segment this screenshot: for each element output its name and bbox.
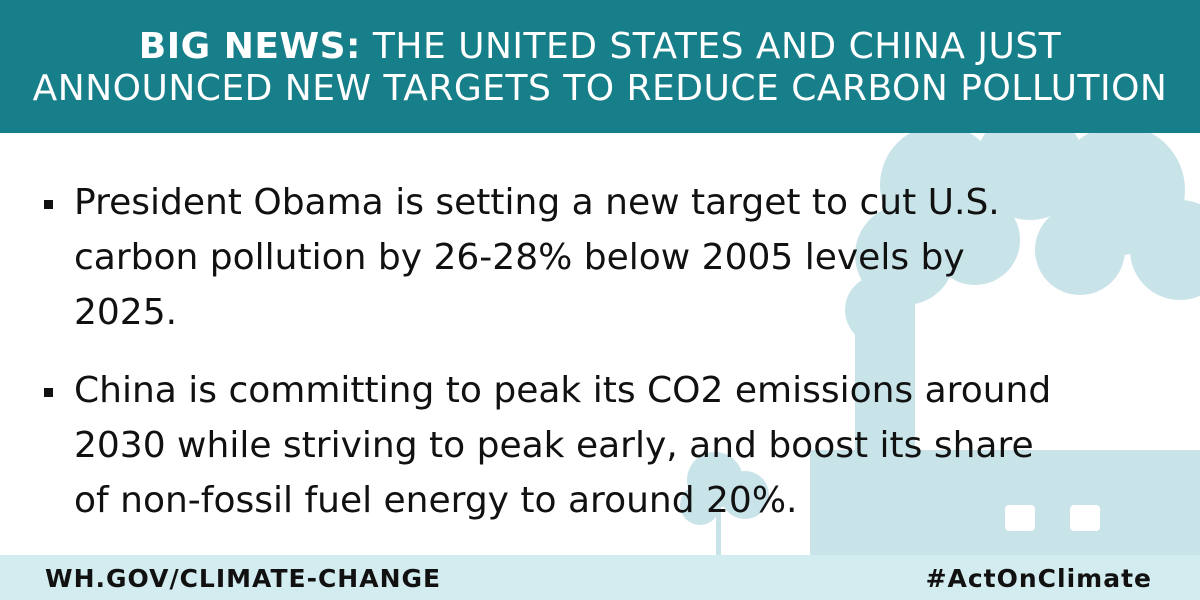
header-lead: BIG NEWS: xyxy=(138,26,361,67)
header-line: ANNOUNCED NEW TARGETS TO REDUCE CARBON P… xyxy=(32,68,1168,109)
footer: WH.GOV/CLIMATE-CHANGE #ActOnClimate xyxy=(0,555,1200,600)
footer-hashtag[interactable]: #ActOnClimate xyxy=(925,564,1152,593)
bullet-list: President Obama is setting a new target … xyxy=(44,175,1054,551)
bullet: President Obama is setting a new target … xyxy=(44,175,1054,340)
header: BIG NEWS: THE UNITED STATES AND CHINA JU… xyxy=(0,0,1200,133)
footer-url[interactable]: WH.GOV/CLIMATE-CHANGE xyxy=(45,564,442,593)
header-line: THE UNITED STATES AND CHINA JUST xyxy=(372,26,1062,67)
bullet: China is committing to peak its CO2 emis… xyxy=(44,363,1054,528)
